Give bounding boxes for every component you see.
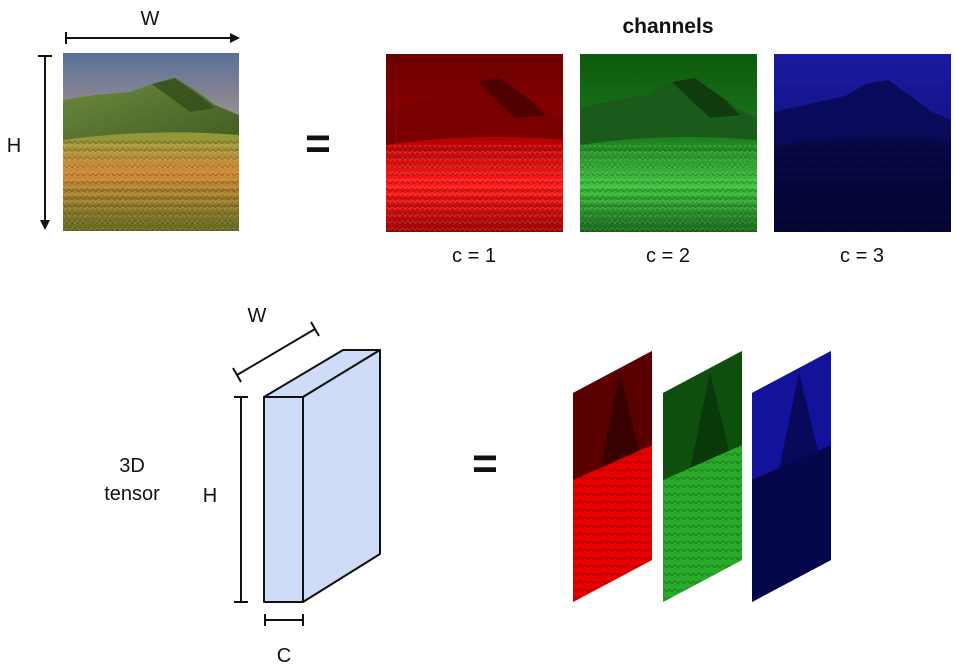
red-channel-image [386, 54, 563, 232]
blue-channel-image [774, 54, 951, 232]
blue-channel-slice [752, 351, 831, 602]
tensor-label-line1: 3D [119, 455, 145, 477]
channels-title: channels [622, 15, 713, 38]
red-channel-slice [573, 351, 652, 602]
top-equals-sign: = [305, 119, 331, 168]
tensor-height-label: H [203, 485, 217, 507]
tensor-depth-label: C [277, 645, 291, 664]
top-height-label: H [7, 135, 21, 157]
channel-caption-2: c = 2 [646, 245, 690, 267]
tensor-box [263, 349, 381, 603]
tensor-label-line2: tensor [104, 483, 160, 505]
channel-caption-3: c = 3 [840, 245, 884, 267]
green-channel-image [580, 54, 757, 232]
mountain-landscape-photo [63, 53, 239, 231]
channel-caption-1: c = 1 [452, 245, 496, 267]
green-channel-slice [663, 351, 742, 602]
tensor-height-bracket [234, 396, 248, 603]
top-width-label: W [141, 8, 160, 30]
tensor-width-label: W [248, 305, 267, 327]
top-width-arrow [65, 32, 240, 44]
tensor-depth-bracket [264, 614, 304, 626]
top-height-arrow [38, 55, 52, 230]
bottom-equals-sign: = [472, 439, 498, 488]
tensor-width-bracket [232, 321, 320, 383]
